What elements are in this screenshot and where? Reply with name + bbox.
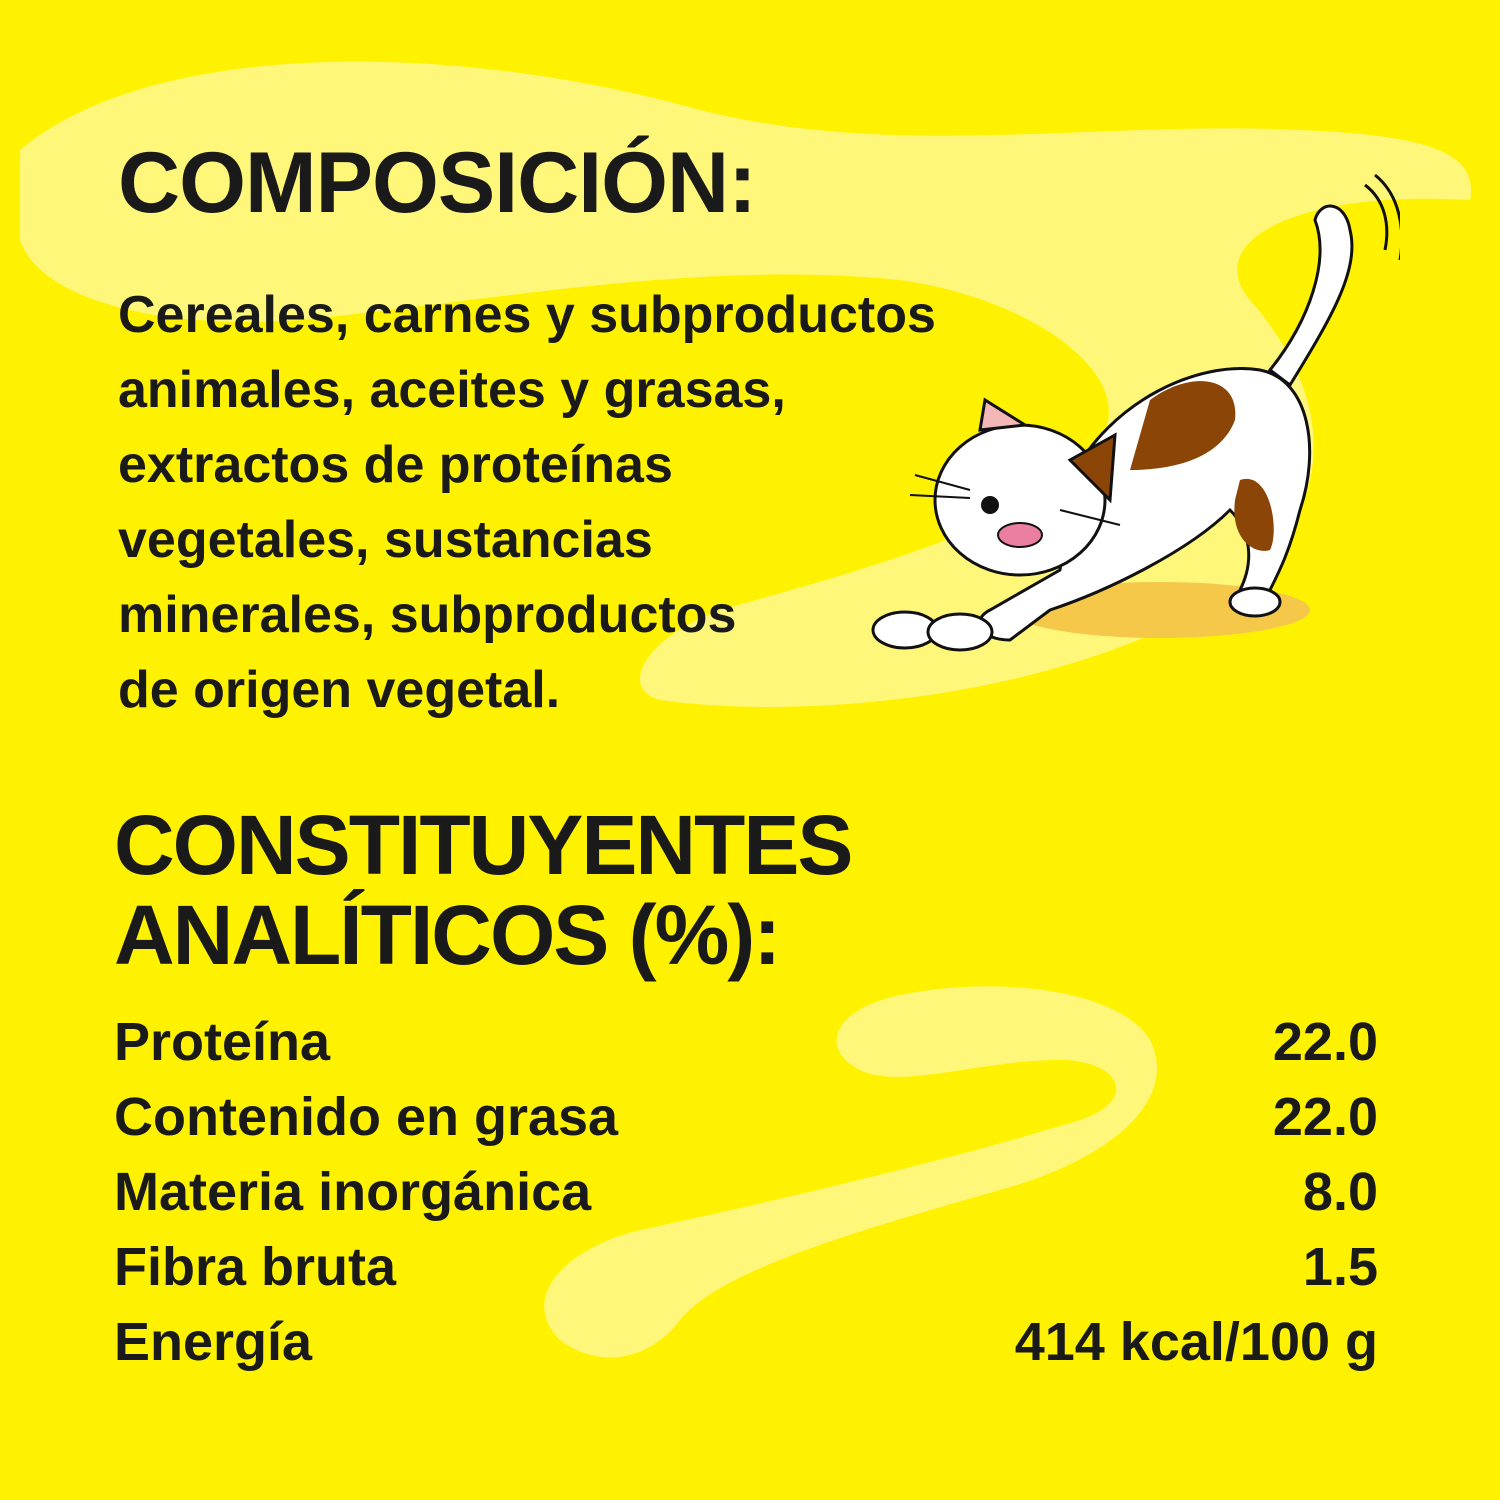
row-value: 22.0 [1272,1087,1378,1147]
row-label: Fibra bruta [114,1237,397,1297]
tail-motion-lines [1364,173,1400,260]
row-value: 414 kcal/100 g [1014,1312,1378,1372]
cat-ear-right [1067,432,1117,504]
cat-tail [1267,204,1354,388]
analytical-table: Proteína 22.0 Contenido en grasa 22.0 Mate… [114,1005,1378,1380]
row-value: 22.0 [1272,1012,1378,1072]
table-row: Proteína 22.0 [114,1005,1378,1080]
table-row: Fibra bruta 1.5 [114,1230,1378,1305]
row-label: Proteína [114,1012,331,1072]
analytical-title-line: CONSTITUYENTES [114,798,853,892]
composition-line: animales, aceites y grasas, [118,361,786,419]
composition-line: vegetales, sustancias [118,511,653,569]
cat-whiskers [909,474,1121,526]
row-value: 1.5 [1302,1237,1378,1297]
swoosh-bottom [544,986,1157,1358]
composition-text: Cereales, carnes y subproductos animales… [118,278,1058,728]
table-row: Materia inorgánica 8.0 [114,1155,1378,1230]
cat-nose [981,496,999,514]
row-value: 8.0 [1302,1162,1378,1222]
composition-title: COMPOSICIÓN: [118,135,757,231]
cat-patch [1130,381,1236,470]
row-label: Contenido en grasa [114,1087,619,1147]
row-label: Materia inorgánica [114,1162,592,1222]
composition-line: de origen vegetal. [118,661,561,719]
cat-tongue [997,522,1043,548]
cat-ear-left [978,397,1030,432]
composition-line: extractos de proteínas [118,436,673,494]
cat-patch-leg [1234,478,1274,551]
analytical-title: CONSTITUYENTES ANALÍTICOS (%): [114,798,853,982]
row-label: Energía [114,1312,313,1372]
cat-paw [926,612,994,652]
analytical-title-line: ANALÍTICOS (%): [114,888,781,982]
composition-line: Cereales, carnes y subproductos [118,286,936,344]
cat-head [933,423,1107,577]
composition-line: minerales, subproductos [118,586,737,644]
cat-paw [1228,586,1282,618]
cat-illustration [871,173,1400,652]
table-row: Contenido en grasa 22.0 [114,1080,1378,1155]
table-row: Energía 414 kcal/100 g [114,1305,1378,1380]
